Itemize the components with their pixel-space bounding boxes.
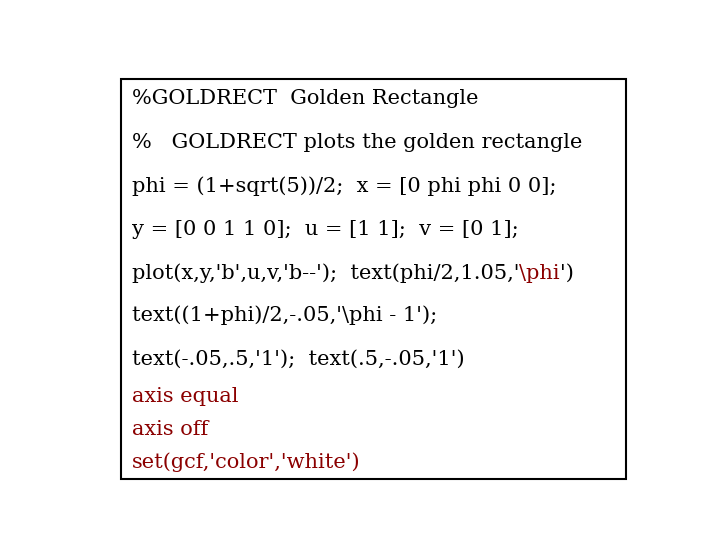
Text: %   GOLDRECT plots the golden rectangle: % GOLDRECT plots the golden rectangle (132, 133, 582, 152)
FancyBboxPatch shape (121, 79, 626, 478)
Text: set(gcf,'color','white'): set(gcf,'color','white') (132, 453, 361, 472)
Text: plot(x,y,'b',u,v,'b--');  text(phi/2,1.05,': plot(x,y,'b',u,v,'b--'); text(phi/2,1.05… (132, 264, 519, 283)
Text: phi = (1+sqrt(5))/2;  x = [0 phi phi 0 0];: phi = (1+sqrt(5))/2; x = [0 phi phi 0 0]… (132, 176, 557, 196)
Text: text((1+phi)/2,-.05,'\phi - 1');: text((1+phi)/2,-.05,'\phi - 1'); (132, 305, 437, 325)
Text: '): ') (560, 264, 574, 283)
Text: axis equal: axis equal (132, 387, 238, 406)
Text: y = [0 0 1 1 0];  u = [1 1];  v = [0 1];: y = [0 0 1 1 0]; u = [1 1]; v = [0 1]; (132, 220, 518, 239)
Text: \phi: \phi (519, 264, 560, 283)
Text: axis off: axis off (132, 420, 208, 439)
Text: %GOLDRECT  Golden Rectangle: %GOLDRECT Golden Rectangle (132, 90, 478, 109)
Text: text(-.05,.5,'1');  text(.5,-.05,'1'): text(-.05,.5,'1'); text(.5,-.05,'1') (132, 349, 464, 368)
